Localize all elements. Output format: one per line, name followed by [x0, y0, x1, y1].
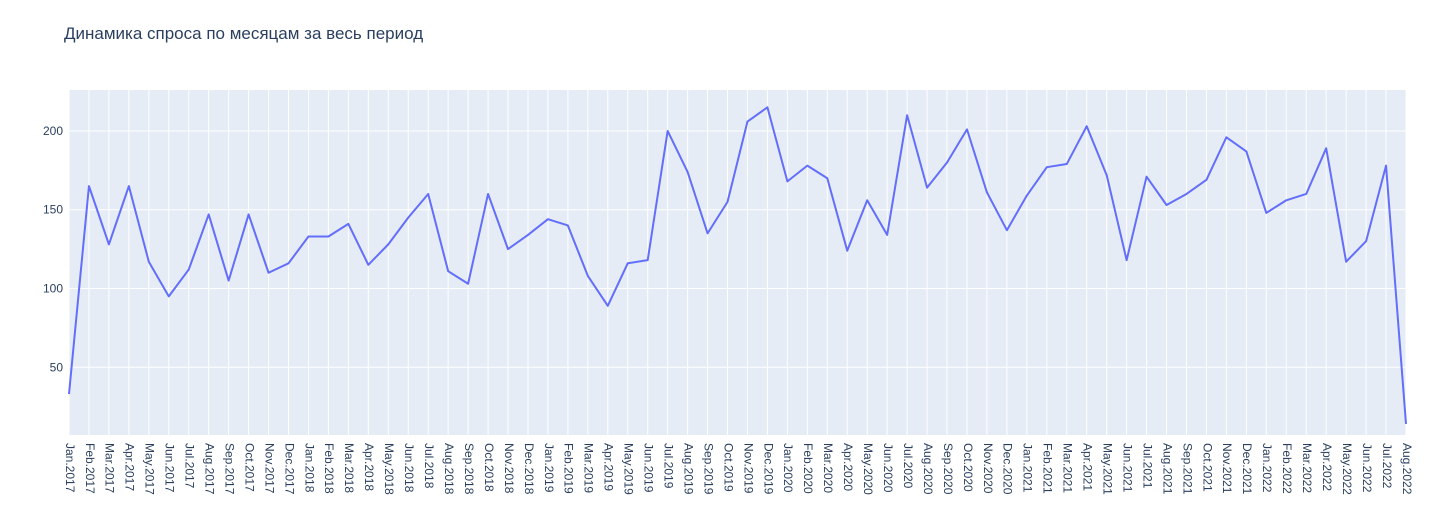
x-tick-label: Jun.2020	[881, 443, 895, 493]
x-tick-label: Aug.2020	[921, 443, 935, 495]
x-tick-label: Apr.2018	[362, 443, 376, 491]
x-tick-label: Dec.2021	[1240, 443, 1254, 495]
x-tick-label: Jul.2020	[901, 443, 915, 489]
x-tick-label: Sep.2019	[701, 443, 715, 495]
y-axis-ticks: 50 100 150 200	[43, 124, 63, 374]
x-tick-label: Jun.2017	[163, 443, 177, 493]
x-tick-label: Jun.2019	[642, 443, 656, 493]
x-tick-label: Aug.2021	[1160, 443, 1174, 495]
x-tick-label: Feb.2017	[83, 443, 97, 494]
x-tick-label: Jun.2021	[1120, 443, 1134, 493]
x-tick-label: Oct.2020	[961, 443, 975, 492]
x-tick-label: Dec.2019	[761, 443, 775, 495]
x-tick-label: May.2018	[382, 443, 396, 495]
x-tick-label: Sep.2020	[941, 443, 955, 495]
chart-title: Динамика спроса по месяцам за весь перио…	[64, 24, 424, 43]
x-tick-label: Dec.2020	[1001, 443, 1015, 495]
x-tick-label: Mar.2020	[821, 443, 835, 493]
x-tick-label: Nov.2018	[502, 443, 516, 494]
x-tick-label: Jul.2019	[661, 443, 675, 489]
x-tick-label: Dec.2018	[522, 443, 536, 495]
x-tick-label: Aug.2017	[203, 443, 217, 495]
x-tick-label: Apr.2022	[1320, 443, 1334, 491]
x-tick-label: Feb.2019	[562, 443, 576, 494]
x-tick-label: Oct.2018	[482, 443, 496, 492]
x-tick-label: Feb.2021	[1041, 443, 1055, 494]
x-tick-label: Oct.2019	[721, 443, 735, 492]
x-tick-label: Jun.2018	[402, 443, 416, 493]
x-tick-label: Jan.2018	[302, 443, 316, 493]
x-axis-ticks: Jan.2017 Feb.2017 Mar.2017 Apr.2017 May.2017…	[63, 443, 1414, 495]
x-tick-label: Dec.2017	[282, 443, 296, 495]
x-tick-label: Mar.2022	[1300, 443, 1314, 493]
x-tick-label: Aug.2018	[442, 443, 456, 495]
x-tick-label: Aug.2019	[681, 443, 695, 495]
x-tick-label: Nov.2021	[1220, 443, 1234, 494]
x-tick-label: Aug.2022	[1400, 443, 1414, 495]
x-tick-label: May.2022	[1340, 443, 1354, 495]
x-tick-label: Jul.2018	[422, 443, 436, 489]
x-tick-label: Jan.2017	[63, 443, 77, 493]
x-tick-label: Jul.2017	[183, 443, 197, 489]
y-gridlines	[69, 130, 1406, 368]
series-line	[68, 106, 1407, 425]
x-tick-label: Mar.2021	[1061, 443, 1075, 493]
x-tick-label: Mar.2019	[582, 443, 596, 493]
series-layer	[68, 106, 1407, 425]
x-tick-label: May.2019	[622, 443, 636, 495]
x-tick-label: Jan.2020	[781, 443, 795, 493]
x-tick-label: Sep.2017	[222, 443, 236, 495]
x-tick-label: Jan.2021	[1021, 443, 1035, 493]
x-tick-label: Jul.2021	[1140, 443, 1154, 489]
x-tick-label: May.2021	[1100, 443, 1114, 495]
x-tick-label: Mar.2018	[342, 443, 356, 493]
x-tick-label: Feb.2018	[322, 443, 336, 494]
x-tick-label: Apr.2021	[1081, 443, 1095, 491]
x-tick-label: Sep.2021	[1180, 443, 1194, 495]
x-tick-label: Oct.2017	[242, 443, 256, 492]
x-tick-label: Mar.2017	[103, 443, 117, 493]
x-tick-label: Oct.2021	[1200, 443, 1214, 492]
x-tick-label: Jan.2022	[1260, 443, 1274, 493]
x-tick-label: Apr.2017	[123, 443, 137, 491]
x-tick-label: Apr.2020	[841, 443, 855, 491]
x-tick-label: Jan.2019	[542, 443, 556, 493]
x-tick-label: Jun.2022	[1360, 443, 1374, 493]
y-tick-label: 150	[43, 203, 63, 217]
y-tick-label: 200	[43, 124, 63, 138]
x-tick-label: Nov.2020	[981, 443, 995, 494]
x-tick-label: Feb.2022	[1280, 443, 1294, 494]
x-tick-label: Nov.2017	[262, 443, 276, 494]
x-tick-label: May.2020	[861, 443, 875, 495]
y-tick-label: 100	[43, 281, 63, 295]
x-tick-label: Nov.2019	[741, 443, 755, 494]
x-gridlines	[68, 90, 1407, 435]
plot-area	[69, 90, 1406, 435]
x-tick-label: Jul.2022	[1380, 443, 1394, 489]
x-tick-label: May.2017	[143, 443, 157, 495]
x-tick-label: Feb.2020	[801, 443, 815, 494]
x-tick-label: Sep.2018	[462, 443, 476, 495]
x-tick-label: Apr.2019	[602, 443, 616, 491]
y-tick-label: 50	[50, 360, 64, 374]
